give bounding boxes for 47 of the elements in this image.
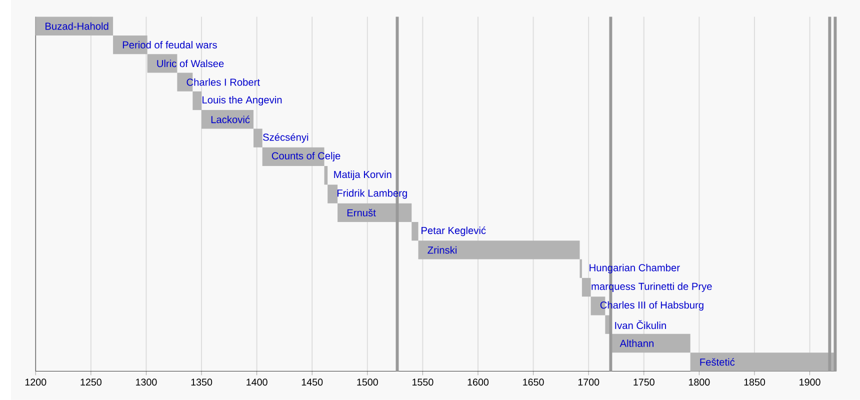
y-tick-label: Charles III of Habsburg (600, 301, 704, 311)
y-tick-label: Zrinski (428, 246, 457, 254)
bar (328, 184, 338, 204)
y-tick-label: Buzad-Hahold (46, 22, 108, 30)
x-tick-label: 1500 (357, 378, 378, 386)
y-tick-label: Fridrik Lamberg (338, 189, 407, 199)
bar (36, 16, 114, 36)
x-tick-label: 1750 (634, 378, 654, 386)
y-tick-label: Ernušt (347, 209, 376, 216)
y-tick-label: Hungarian Chamber (590, 264, 680, 274)
y-tick-label: Period of feudal wars (122, 41, 217, 49)
x-tick-label: 1650 (523, 378, 544, 386)
bar (690, 352, 836, 372)
bar (147, 54, 178, 73)
x-tick-label: 1850 (744, 378, 766, 386)
x-tick-label: 1200 (25, 378, 46, 386)
bar (412, 222, 418, 241)
bar (338, 203, 412, 222)
y-tick-label: marquess Turinetti de Prye (592, 282, 712, 292)
x-tick-label: 1900 (800, 378, 820, 386)
x-tick-label: 1350 (191, 378, 212, 386)
y-tick-label: Szécsényi (263, 133, 308, 143)
bar (324, 166, 328, 185)
y-tick-label: Feštetić (700, 358, 735, 366)
y-tick-label: Charles I Robert (186, 78, 260, 86)
bar (253, 128, 262, 148)
x-tick-label: 1550 (412, 378, 434, 386)
y-tick-label: Matija Korvin (334, 170, 392, 180)
x-tick-label: 1300 (136, 378, 157, 386)
y-tick-label: Louis the Angevin (202, 96, 282, 106)
bar (202, 110, 254, 129)
bar (192, 91, 202, 110)
x-tick-label: 1250 (80, 378, 102, 386)
bar (418, 240, 580, 260)
y-tick-label: Althann (620, 340, 654, 348)
x-tick-label: 1700 (578, 378, 600, 386)
x-tick-label: 1800 (688, 378, 710, 386)
y-tick-label: Petar Keglević (422, 226, 486, 236)
bar (610, 334, 690, 353)
y-tick-label: Ulric of Walsee (157, 60, 224, 68)
y-tick-label: Ivan Čikulin (615, 320, 666, 330)
x-tick-label: 1400 (246, 378, 268, 386)
y-tick-label: Counts of Celje (272, 152, 340, 162)
y-tick-label: Lacković (211, 116, 250, 124)
x-tick-label: 1450 (302, 378, 323, 386)
bar (582, 278, 591, 297)
x-tick-label: 1600 (468, 378, 489, 386)
